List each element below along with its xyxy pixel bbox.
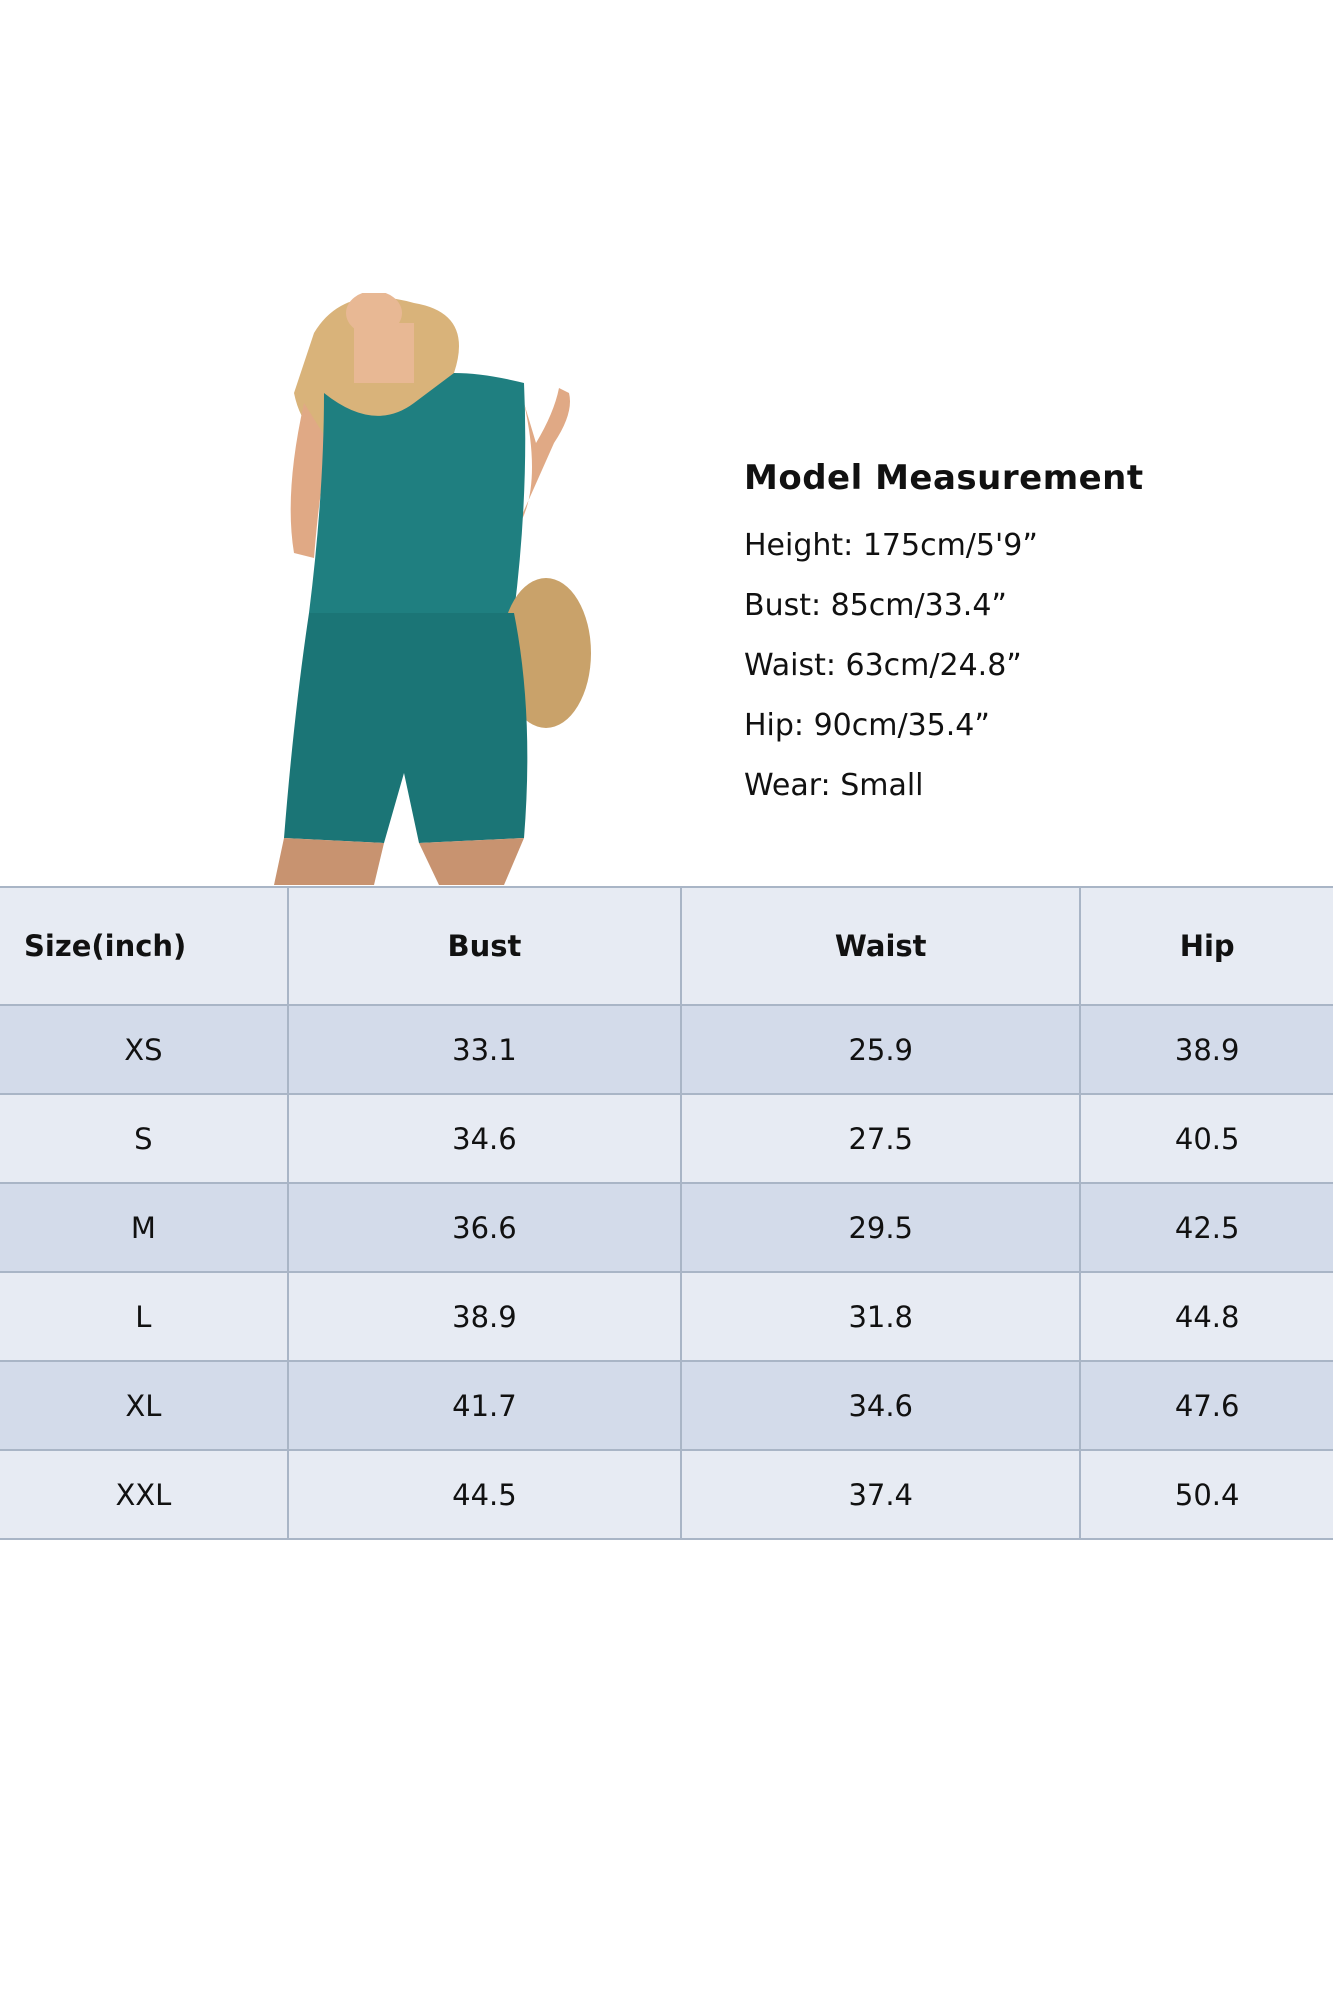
cell-size: S (0, 1093, 289, 1184)
cell-bust: 38.9 (286, 1271, 683, 1362)
size-chart-table: Size(inch) Bust Waist Hip XS 33.1 25.9 3… (0, 886, 1333, 1540)
table-row: XL 41.7 34.6 47.6 (0, 1360, 1333, 1451)
cell-waist: 29.5 (680, 1182, 1082, 1273)
model-wear-size: Wear: Small (744, 768, 924, 803)
cell-bust: 41.7 (286, 1360, 683, 1451)
cell-hip: 50.4 (1079, 1449, 1333, 1540)
cell-size: XL (0, 1360, 289, 1451)
model-height: Height: 175cm/5'9” (744, 528, 1038, 563)
cell-size: L (0, 1271, 289, 1362)
model-hip: Hip: 90cm/35.4” (744, 708, 990, 743)
cell-hip: 47.6 (1079, 1360, 1333, 1451)
cell-hip: 40.5 (1079, 1093, 1333, 1184)
cell-waist: 31.8 (680, 1271, 1082, 1362)
cell-waist: 34.6 (680, 1360, 1082, 1451)
header-bust: Bust (286, 886, 683, 1006)
model-waist: Waist: 63cm/24.8” (744, 648, 1022, 683)
table-row: XS 33.1 25.9 38.9 (0, 1004, 1333, 1095)
header-size: Size(inch) (0, 886, 289, 1006)
cell-hip: 44.8 (1079, 1271, 1333, 1362)
cell-bust: 34.6 (286, 1093, 683, 1184)
cell-waist: 27.5 (680, 1093, 1082, 1184)
cell-bust: 33.1 (286, 1004, 683, 1095)
cell-size: XS (0, 1004, 289, 1095)
model-bust: Bust: 85cm/33.4” (744, 588, 1007, 623)
header-waist: Waist (680, 886, 1082, 1006)
table-row: XXL 44.5 37.4 50.4 (0, 1449, 1333, 1540)
cell-bust: 36.6 (286, 1182, 683, 1273)
model-measurement-title: Model Measurement (744, 458, 1144, 498)
table-row: L 38.9 31.8 44.8 (0, 1271, 1333, 1362)
model-measurement: Model Measurement Height: 175cm/5'9” Bus… (744, 458, 1144, 816)
table-header-row: Size(inch) Bust Waist Hip (0, 886, 1333, 1006)
model-photo (274, 293, 591, 885)
cell-waist: 25.9 (680, 1004, 1082, 1095)
cell-waist: 37.4 (680, 1449, 1082, 1540)
header-hip: Hip (1079, 886, 1333, 1006)
cell-hip: 38.9 (1079, 1004, 1333, 1095)
cell-hip: 42.5 (1079, 1182, 1333, 1273)
cell-size: M (0, 1182, 289, 1273)
cell-size: XXL (0, 1449, 289, 1540)
table-row: S 34.6 27.5 40.5 (0, 1093, 1333, 1184)
table-row: M 36.6 29.5 42.5 (0, 1182, 1333, 1273)
cell-bust: 44.5 (286, 1449, 683, 1540)
